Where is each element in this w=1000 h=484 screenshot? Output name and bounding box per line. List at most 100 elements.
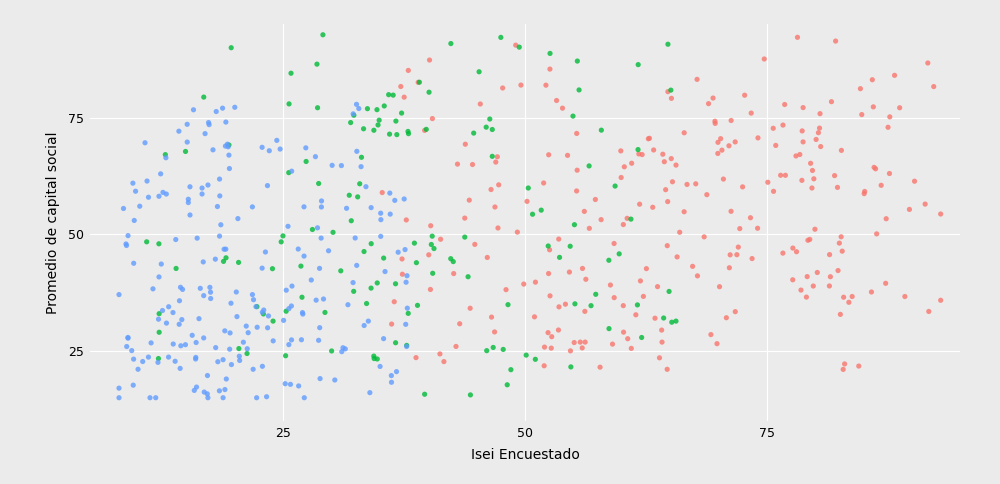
Obrera bbox=[295, 310, 311, 318]
Intermedia bbox=[571, 86, 587, 94]
Intermedia bbox=[634, 333, 650, 341]
Servicios bbox=[488, 158, 504, 166]
Obrera bbox=[312, 324, 328, 332]
Intermedia bbox=[388, 339, 404, 347]
Servicios bbox=[655, 151, 671, 158]
Servicios bbox=[508, 41, 524, 49]
Intermedia bbox=[366, 355, 382, 363]
Intermedia bbox=[249, 303, 265, 311]
Obrera bbox=[145, 285, 161, 293]
Servicios bbox=[574, 265, 590, 272]
Obrera bbox=[135, 358, 151, 365]
Obrera bbox=[153, 260, 169, 268]
Servicios bbox=[802, 236, 818, 243]
Obrera bbox=[168, 236, 184, 243]
Intermedia bbox=[231, 345, 247, 352]
Obrera bbox=[124, 347, 140, 354]
Intermedia bbox=[417, 391, 433, 398]
Obrera bbox=[397, 246, 413, 254]
Servicios bbox=[606, 240, 622, 247]
Obrera bbox=[137, 139, 153, 147]
Servicios bbox=[432, 350, 448, 358]
Servicios bbox=[616, 328, 632, 336]
Obrera bbox=[335, 344, 351, 352]
Servicios bbox=[541, 151, 557, 159]
Obrera bbox=[142, 394, 158, 402]
Servicios bbox=[624, 159, 640, 167]
Intermedia bbox=[408, 259, 424, 267]
Servicios bbox=[449, 160, 465, 168]
Obrera bbox=[284, 282, 300, 290]
Obrera bbox=[208, 107, 224, 115]
Servicios bbox=[854, 111, 870, 119]
Servicios bbox=[676, 129, 692, 136]
Obrera bbox=[165, 309, 181, 317]
Intermedia bbox=[601, 325, 617, 333]
Servicios bbox=[712, 283, 728, 290]
Servicios bbox=[487, 328, 503, 336]
Obrera bbox=[387, 197, 403, 204]
Servicios bbox=[457, 214, 473, 222]
Servicios bbox=[550, 326, 566, 334]
Servicios bbox=[727, 138, 743, 146]
Intermedia bbox=[239, 349, 255, 357]
Servicios bbox=[863, 288, 879, 296]
Servicios bbox=[921, 308, 937, 316]
Obrera bbox=[161, 303, 177, 311]
Intermedia bbox=[139, 238, 155, 246]
Obrera bbox=[278, 287, 294, 294]
Obrera bbox=[140, 353, 156, 361]
Obrera bbox=[202, 284, 218, 291]
Servicios bbox=[422, 56, 438, 64]
Obrera bbox=[345, 110, 361, 118]
Intermedia bbox=[298, 158, 314, 166]
Servicios bbox=[384, 320, 400, 328]
Obrera bbox=[229, 313, 245, 320]
Servicios bbox=[841, 299, 857, 306]
Servicios bbox=[669, 253, 685, 261]
Intermedia bbox=[310, 104, 326, 112]
Servicios bbox=[856, 190, 872, 197]
Intermedia bbox=[178, 148, 194, 155]
Servicios bbox=[722, 251, 738, 258]
Obrera bbox=[158, 154, 174, 162]
Obrera bbox=[125, 381, 141, 389]
Intermedia bbox=[503, 366, 519, 374]
Obrera bbox=[290, 245, 306, 253]
Servicios bbox=[398, 216, 414, 224]
Intermedia bbox=[221, 141, 237, 149]
Servicios bbox=[569, 130, 585, 137]
Servicios bbox=[635, 292, 651, 300]
Servicios bbox=[562, 347, 578, 355]
Servicios bbox=[569, 166, 585, 174]
Servicios bbox=[721, 264, 737, 272]
Obrera bbox=[399, 304, 415, 312]
Obrera bbox=[215, 104, 231, 112]
Servicios bbox=[865, 103, 881, 111]
Obrera bbox=[349, 148, 365, 155]
Servicios bbox=[723, 208, 739, 215]
Servicios bbox=[410, 78, 426, 86]
Intermedia bbox=[668, 317, 684, 325]
Intermedia bbox=[457, 233, 473, 241]
Obrera bbox=[197, 130, 213, 137]
Servicios bbox=[707, 120, 723, 127]
Obrera bbox=[201, 121, 217, 129]
Intermedia bbox=[196, 93, 212, 101]
Servicios bbox=[821, 282, 837, 290]
Servicios bbox=[467, 241, 483, 248]
Obrera bbox=[315, 295, 331, 303]
Servicios bbox=[660, 197, 676, 205]
Servicios bbox=[572, 338, 588, 346]
Intermedia bbox=[540, 242, 556, 250]
Obrera bbox=[327, 376, 343, 384]
Obrera bbox=[254, 143, 270, 151]
Servicios bbox=[577, 338, 593, 346]
Servicios bbox=[417, 126, 433, 134]
Obrera bbox=[222, 345, 238, 353]
Intermedia bbox=[495, 346, 511, 353]
Obrera bbox=[363, 204, 379, 212]
Intermedia bbox=[341, 191, 357, 199]
Obrera bbox=[180, 196, 196, 203]
Intermedia bbox=[518, 351, 534, 359]
